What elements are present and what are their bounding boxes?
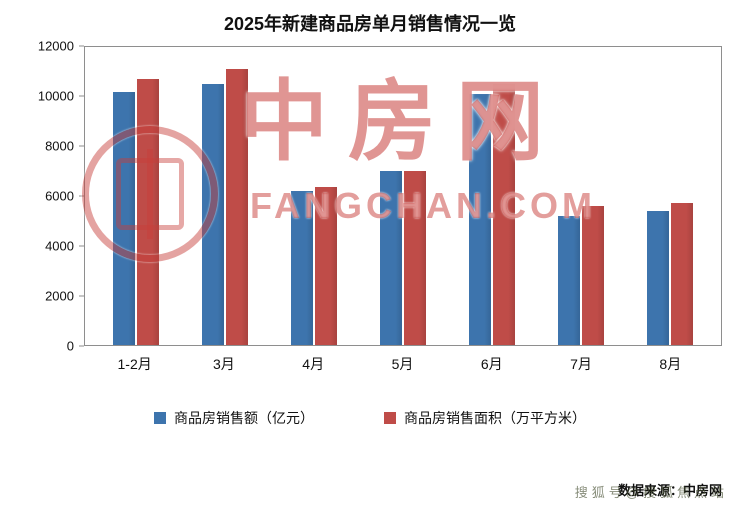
bar: [403, 171, 426, 345]
legend-label: 商品房销售额（亿元）: [174, 410, 314, 426]
x-tick-label: 6月: [480, 356, 503, 372]
bar-group: [626, 47, 715, 345]
bar-group: [180, 47, 269, 345]
y-tick-label: 6000: [45, 188, 74, 204]
bar-chart: 0 2000 4000 6000 8000 10000 12000 中房网 FANGCHAN…: [12, 39, 722, 354]
x-tick-label: 7月: [570, 356, 592, 372]
bar: [558, 215, 581, 345]
y-tick-label: 8000: [45, 138, 74, 154]
bar-group: [448, 47, 537, 345]
bar: [112, 91, 135, 345]
footer: 搜狐号@搜狐焦点站 数据来源：中房网: [575, 480, 724, 500]
bar: [314, 187, 337, 345]
y-tick-mark: [79, 95, 84, 97]
y-tick-mark: [79, 45, 84, 47]
y-tick-label: 2000: [45, 288, 74, 304]
y-tick-label: 0: [66, 338, 74, 354]
y-tick-label: 12000: [37, 38, 74, 54]
y-tick-label: 10000: [37, 88, 74, 104]
bar-groups: [85, 47, 721, 345]
y-axis: 0 2000 4000 6000 8000 10000 12000: [12, 39, 84, 354]
bar-group: [91, 47, 180, 345]
legend-swatch-icon: [154, 412, 166, 424]
chart-legend: 商品房销售额（亿元） 商品房销售面积（万平方米）: [0, 408, 740, 428]
y-tick-mark: [79, 295, 84, 297]
chart-title: 2025年新建商品房单月销售情况一览: [223, 14, 517, 34]
bar-group: [269, 47, 358, 345]
x-tick-label: 8月: [659, 356, 682, 372]
y-tick-mark: [79, 145, 84, 147]
bar-group: [537, 47, 626, 345]
bar: [493, 84, 516, 345]
bar: [225, 69, 248, 345]
bar: [469, 94, 492, 345]
x-tick-label: 1-2月: [117, 356, 152, 372]
plot-area: [84, 46, 722, 346]
legend-swatch-icon: [384, 412, 396, 424]
bar: [290, 191, 313, 345]
data-source-text: 数据来源：中房网: [617, 483, 722, 498]
x-tick-label: 3月: [213, 356, 235, 372]
bar: [379, 171, 402, 345]
legend-item: 商品房销售额（亿元）: [154, 408, 314, 428]
x-tick-label: 5月: [391, 356, 414, 372]
bar: [582, 205, 605, 345]
x-axis-labels: 1-2月 3月 4月 5月 6月 7月 8月: [84, 354, 721, 374]
y-tick-mark: [79, 345, 84, 347]
bar: [647, 210, 670, 345]
y-tick-mark: [79, 195, 84, 197]
legend-label: 商品房销售面积（万平方米）: [404, 410, 586, 426]
bar-group: [358, 47, 447, 345]
bar: [136, 79, 159, 345]
legend-item: 商品房销售面积（万平方米）: [384, 408, 586, 428]
y-tick-label: 4000: [45, 238, 74, 254]
y-tick-mark: [79, 245, 84, 247]
x-tick-label: 4月: [302, 356, 325, 372]
bar: [201, 84, 224, 345]
bar: [671, 203, 694, 345]
